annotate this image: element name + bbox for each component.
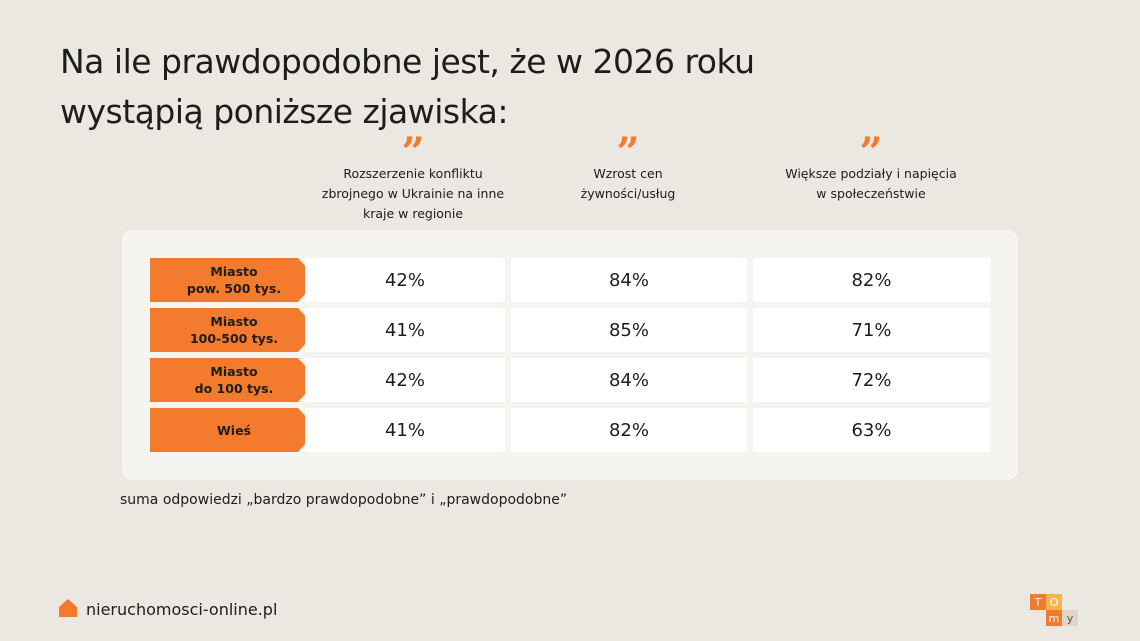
column-header-line: Wzrost cen (593, 166, 663, 181)
cell: 72% (753, 358, 990, 402)
column-header-line: kraje w regionie (362, 206, 464, 221)
cell: 41% (305, 408, 505, 452)
cell: 82% (511, 408, 747, 452)
column-header: Rozszerzenie konfliktu zbrojnego w Ukrain… (303, 164, 523, 224)
row-label-line: Miasto (210, 314, 258, 329)
cell: 41% (305, 308, 505, 352)
logo-letter: y (1067, 612, 1074, 625)
cell: 84% (511, 258, 747, 302)
cell: 42% (305, 358, 505, 402)
row-label-line: Miasto (210, 364, 258, 379)
row-label-line: 100-500 tys. (189, 331, 279, 346)
brand: nieruchomosci-online.pl (86, 600, 278, 619)
brand-icon (59, 599, 77, 617)
quote-icon: ” (859, 129, 883, 176)
logo-letter: T (1034, 596, 1042, 609)
logo-letter: O (1050, 596, 1059, 609)
quote-icon: ” (401, 129, 425, 176)
title: wystąpią poniższe zjawiska: (60, 92, 508, 131)
logo: T O m y (1030, 594, 1078, 626)
title: Na ile prawdopodobne jest, że w 2026 rok… (60, 42, 755, 81)
row-label-line: pow. 500 tys. (186, 281, 282, 296)
cell: 84% (511, 358, 747, 402)
cell: 42% (305, 258, 505, 302)
column-header-line: żywności/usług (580, 186, 676, 201)
row-label-line: Wieś (217, 422, 251, 438)
quote-icon: ” (616, 129, 640, 176)
column-header-line: w społeczeństwie (816, 186, 926, 201)
column-header-line: zbrojnego w Ukrainie na inne (321, 186, 505, 201)
row-label: Miasto do 100 tys. (150, 358, 318, 402)
column-header-line: Rozszerzenie konfliktu (343, 166, 483, 181)
footnote: suma odpowiedzi „bardzo prawdopodobne” i… (120, 492, 568, 508)
row-label-line: do 100 tys. (194, 381, 274, 396)
column-header: Większe podziały i napięcia w społeczeńst… (761, 164, 981, 204)
cell: 82% (753, 258, 990, 302)
cell: 71% (753, 308, 990, 352)
column-header: Wzrost cen żywności/usług (518, 164, 738, 204)
cell: 63% (753, 408, 990, 452)
row-label-line: Miasto (210, 264, 258, 279)
cell: 85% (511, 308, 747, 352)
row-label: Wieś (150, 408, 318, 452)
row-label: Miasto pow. 500 tys. (150, 258, 318, 302)
logo-letter: m (1049, 612, 1060, 625)
column-header-line: Większe podziały i napięcia (785, 166, 957, 181)
row-label: Miasto 100-500 tys. (150, 308, 318, 352)
